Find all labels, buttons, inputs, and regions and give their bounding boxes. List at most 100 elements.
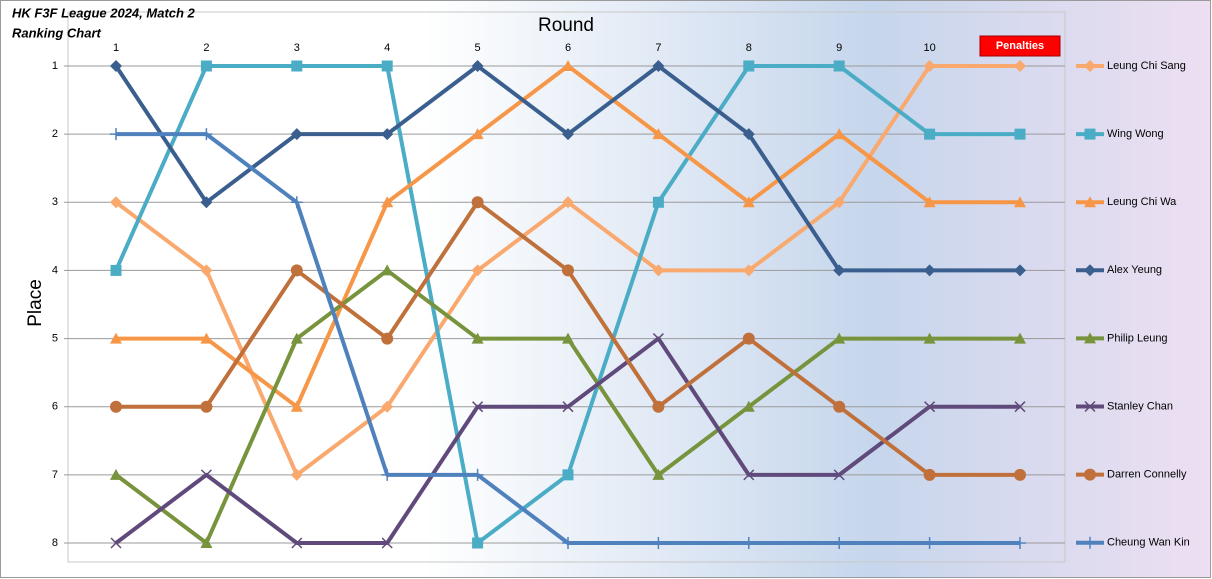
x-tick-label: 9 (836, 42, 842, 54)
marker (472, 401, 484, 413)
x-axis-title: Round (538, 15, 594, 36)
legend-label: Wing Wong (1107, 128, 1164, 140)
plot-area (67, 11, 1066, 563)
x-tick-label: Penalties (996, 40, 1044, 52)
marker (923, 264, 936, 277)
y-tick-label: 2 (52, 128, 58, 140)
marker (290, 128, 303, 141)
marker (200, 128, 213, 141)
marker (200, 264, 213, 277)
marker (562, 60, 574, 71)
marker (290, 196, 303, 209)
legend-label: Leung Chi Sang (1107, 60, 1186, 72)
marker (290, 468, 303, 481)
marker (742, 537, 755, 549)
marker (471, 264, 484, 277)
marker (200, 60, 212, 72)
marker (381, 264, 394, 276)
legend-label: Cheung Wan Kin (1107, 537, 1190, 549)
chart-subtitle: Ranking Chart (12, 25, 102, 40)
marker (110, 196, 122, 209)
marker (923, 537, 936, 549)
marker (562, 537, 574, 549)
marker (833, 332, 846, 344)
marker (110, 128, 122, 141)
marker (472, 537, 484, 549)
legend-label: Alex Yeung (1107, 264, 1162, 276)
marker (923, 60, 936, 72)
marker (200, 469, 212, 481)
marker (290, 332, 303, 344)
marker (923, 196, 936, 208)
chart-title: HK F3F League 2024, Match 2 (12, 5, 196, 20)
marker (471, 60, 484, 72)
marker (1014, 128, 1026, 140)
marker (110, 537, 122, 549)
marker (381, 468, 394, 481)
marker (652, 264, 665, 277)
legend-label: Darren Connelly (1107, 469, 1187, 481)
marker (742, 400, 755, 412)
marker (562, 401, 574, 413)
y-tick-label: 5 (52, 332, 58, 344)
y-axis-title: Place (25, 279, 46, 327)
marker (200, 332, 213, 344)
marker (742, 128, 755, 141)
marker (200, 196, 213, 209)
x-tick-label: 7 (655, 42, 661, 54)
marker (290, 400, 303, 412)
marker (200, 537, 213, 548)
y-tick-label: 3 (52, 196, 58, 208)
marker (742, 332, 755, 345)
marker (742, 196, 755, 208)
x-tick-label: 3 (294, 42, 300, 54)
x-tick-label: 8 (746, 42, 752, 54)
marker (743, 60, 755, 72)
y-tick-label: 6 (52, 401, 58, 413)
marker (1014, 537, 1026, 549)
marker (924, 128, 936, 140)
marker (110, 332, 122, 344)
y-tick-label: 7 (52, 469, 58, 481)
marker (381, 128, 394, 141)
marker (1014, 196, 1026, 208)
x-tick-label: 2 (203, 42, 209, 54)
marker (471, 128, 484, 140)
marker (1084, 400, 1096, 413)
marker (381, 400, 394, 413)
marker (923, 332, 936, 344)
marker (833, 400, 846, 413)
marker (833, 469, 845, 481)
marker (1084, 196, 1096, 208)
marker (652, 468, 665, 480)
marker (742, 264, 755, 277)
marker (652, 196, 664, 208)
marker (471, 196, 484, 209)
marker (110, 400, 122, 413)
marker (290, 264, 303, 277)
x-tick-label: 5 (475, 42, 481, 54)
marker (652, 333, 664, 345)
marker (833, 537, 846, 549)
marker (1084, 468, 1096, 481)
marker (381, 60, 393, 72)
x-tick-label: 4 (384, 42, 390, 54)
marker (1084, 536, 1096, 549)
marker (1084, 128, 1096, 140)
marker (562, 332, 574, 344)
marker (833, 128, 846, 140)
marker (1084, 264, 1096, 277)
marker (833, 196, 846, 209)
x-tick-label: 10 (923, 42, 935, 54)
marker (924, 401, 936, 413)
legend-label: Philip Leung (1107, 332, 1168, 344)
marker (562, 469, 574, 481)
marker (381, 196, 394, 208)
marker (1084, 60, 1096, 72)
marker (1014, 60, 1026, 72)
marker (652, 537, 665, 549)
marker (652, 400, 665, 413)
marker (110, 468, 122, 480)
marker (1014, 401, 1026, 413)
legend-label: Leung Chi Wa (1107, 196, 1177, 208)
